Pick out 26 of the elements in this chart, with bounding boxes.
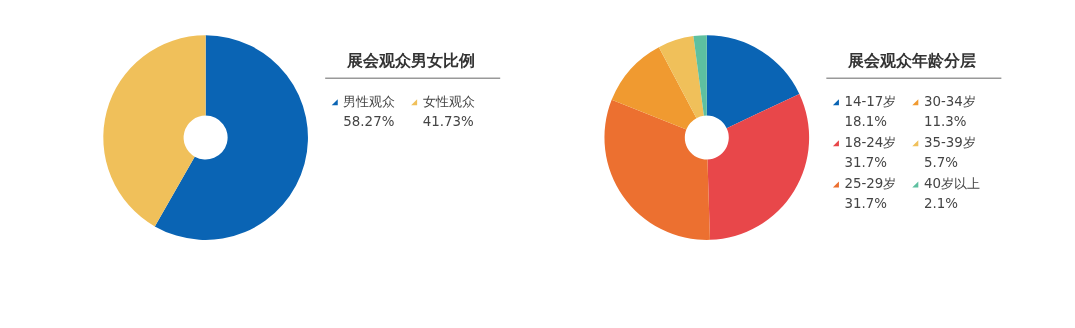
data-label: 31.7% xyxy=(844,196,888,212)
legend-label: 女性观众 xyxy=(422,94,475,110)
donut-slice xyxy=(707,93,809,240)
legend-label: 14-17岁 xyxy=(844,94,897,110)
donut-slice xyxy=(658,36,704,119)
donut-slice xyxy=(154,35,308,240)
donut-slice xyxy=(611,47,697,130)
legend-label: 18-24岁 xyxy=(844,135,897,151)
donut-slice xyxy=(103,35,206,227)
data-label: 58.27% xyxy=(343,114,395,130)
data-label: 2.1% xyxy=(923,196,958,212)
donut-slice xyxy=(693,35,707,116)
legend-label: 30-34岁 xyxy=(923,94,976,110)
data-label: 11.3% xyxy=(923,114,967,130)
text: 展会观众男女比例 xyxy=(346,50,476,70)
data-label: 41.73% xyxy=(422,114,474,130)
legend-label: 男性观众 xyxy=(343,94,396,110)
legend-label: 40岁以上 xyxy=(923,176,980,192)
donut-slice xyxy=(706,35,800,129)
data-label: 31.7% xyxy=(844,155,888,171)
text: 展会观众年龄分层 xyxy=(847,50,977,70)
legend-label: 35-39岁 xyxy=(923,135,976,151)
donut-slice xyxy=(604,99,710,240)
legend-label: 25-29岁 xyxy=(844,176,897,192)
data-label: 5.7% xyxy=(923,155,958,171)
data-label: 18.1% xyxy=(844,114,888,130)
